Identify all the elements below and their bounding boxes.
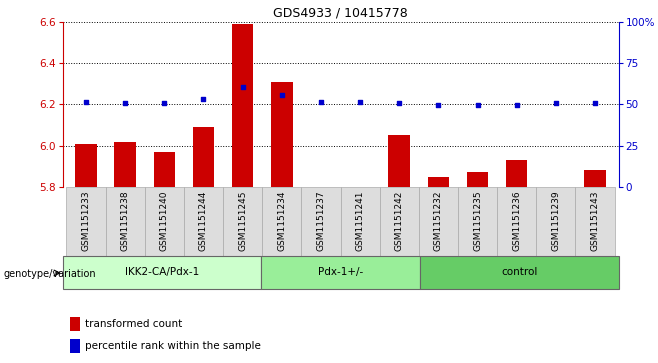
Text: GSM1151233: GSM1151233: [82, 190, 91, 251]
Text: GSM1151232: GSM1151232: [434, 190, 443, 251]
Point: [276, 92, 287, 98]
Bar: [310, 187, 332, 237]
Bar: [420, 256, 619, 289]
Bar: [536, 187, 576, 256]
Bar: [388, 135, 410, 187]
Point: [355, 99, 365, 105]
Text: GSM1151235: GSM1151235: [473, 190, 482, 251]
Bar: [232, 24, 253, 187]
Point: [511, 102, 522, 108]
Bar: [63, 256, 261, 289]
Bar: [261, 256, 420, 289]
Bar: [419, 187, 458, 256]
Point: [120, 101, 130, 106]
Bar: [301, 187, 341, 256]
Bar: [223, 187, 262, 256]
Bar: [184, 187, 223, 256]
Bar: [584, 170, 606, 187]
Text: Pdx-1+/-: Pdx-1+/-: [318, 267, 363, 277]
Bar: [70, 339, 80, 353]
Bar: [497, 187, 536, 256]
Text: GSM1151245: GSM1151245: [238, 190, 247, 251]
Bar: [458, 187, 497, 256]
Bar: [66, 187, 105, 256]
Point: [433, 102, 443, 108]
Bar: [271, 82, 293, 187]
Point: [238, 84, 248, 90]
Bar: [506, 160, 528, 187]
Bar: [153, 152, 175, 187]
Bar: [193, 127, 215, 187]
Text: GSM1151240: GSM1151240: [160, 190, 169, 251]
Text: GSM1151244: GSM1151244: [199, 190, 208, 251]
Bar: [428, 177, 449, 187]
Bar: [467, 172, 488, 187]
Point: [590, 101, 600, 106]
Text: control: control: [501, 267, 538, 277]
Bar: [341, 187, 380, 256]
Bar: [70, 317, 80, 331]
Bar: [545, 187, 567, 234]
Bar: [349, 187, 371, 243]
Title: GDS4933 / 10415778: GDS4933 / 10415778: [273, 6, 408, 19]
Text: IKK2-CA/Pdx-1: IKK2-CA/Pdx-1: [124, 267, 199, 277]
Bar: [576, 187, 615, 256]
Point: [316, 99, 326, 105]
Bar: [114, 142, 136, 187]
Point: [472, 102, 483, 108]
Bar: [145, 187, 184, 256]
Text: GSM1151238: GSM1151238: [120, 190, 130, 251]
Text: GSM1151243: GSM1151243: [590, 190, 599, 251]
Text: transformed count: transformed count: [85, 319, 182, 329]
Point: [81, 99, 91, 105]
Text: GSM1151242: GSM1151242: [395, 190, 404, 251]
Point: [159, 101, 170, 106]
Text: GSM1151236: GSM1151236: [512, 190, 521, 251]
Bar: [105, 187, 145, 256]
Text: genotype/variation: genotype/variation: [3, 269, 96, 279]
Point: [551, 101, 561, 106]
Point: [394, 101, 405, 106]
Text: GSM1151237: GSM1151237: [316, 190, 326, 251]
Point: [198, 96, 209, 102]
Text: percentile rank within the sample: percentile rank within the sample: [85, 341, 261, 351]
Bar: [262, 187, 301, 256]
Text: GSM1151241: GSM1151241: [355, 190, 365, 251]
Text: GSM1151239: GSM1151239: [551, 190, 561, 251]
Bar: [380, 187, 419, 256]
Bar: [75, 144, 97, 187]
Text: GSM1151234: GSM1151234: [277, 190, 286, 251]
